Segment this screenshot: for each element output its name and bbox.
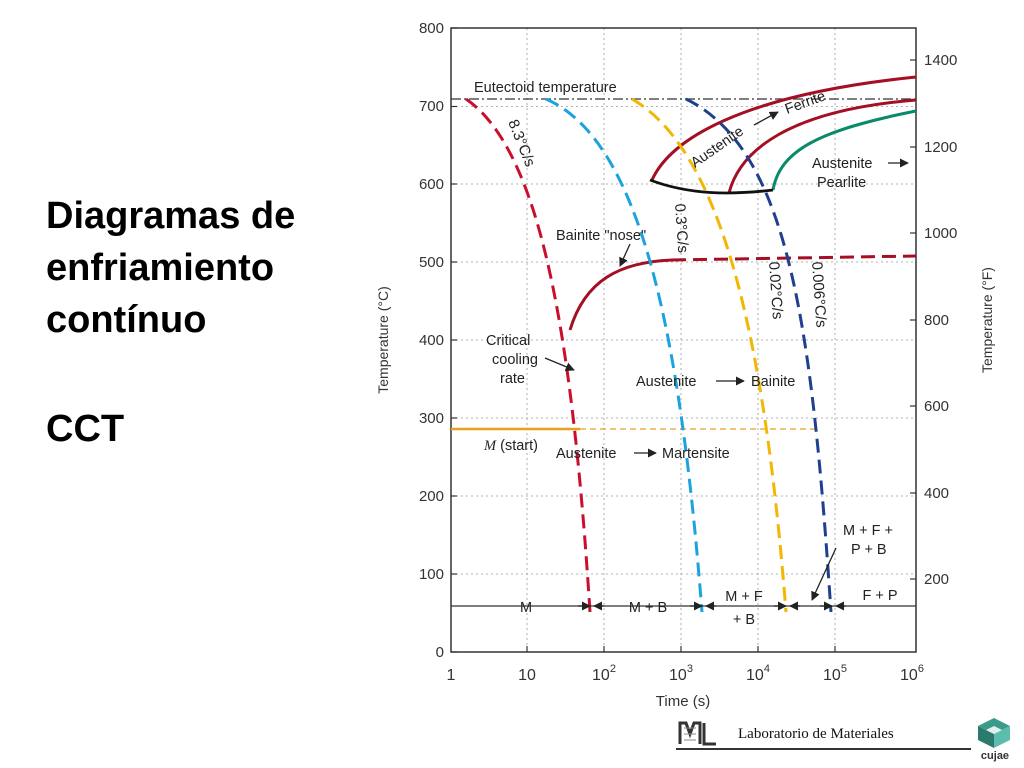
cooling-rate-label: 8.3°C/s bbox=[504, 117, 538, 169]
slide-subtitle: CCT bbox=[46, 408, 125, 450]
x-tick-label: 105 bbox=[823, 663, 847, 684]
left-tick-labels: 0 100 200 300 400 500 600 700 800 bbox=[419, 20, 444, 661]
y-tick-label: 0 bbox=[436, 644, 444, 661]
cube-logo-icon bbox=[978, 718, 1010, 748]
microstructure-label: M bbox=[520, 600, 532, 616]
x-tick-label: 106 bbox=[900, 663, 924, 684]
y-axis-title-right: Temperature (°F) bbox=[979, 267, 995, 373]
cooling-curve-8.3 bbox=[465, 97, 592, 613]
x-tick-labels: 1 10 102 103 104 105 106 bbox=[447, 663, 924, 684]
x-axis-title: Time (s) bbox=[656, 693, 710, 710]
grid bbox=[451, 28, 916, 652]
cooling-curve-0.02 bbox=[631, 97, 788, 613]
critical-label: rate bbox=[500, 371, 525, 387]
region-label-bainite: Bainite bbox=[751, 374, 795, 390]
title-line-1: Diagramas de bbox=[46, 195, 296, 237]
bainite-start-dashed bbox=[671, 254, 917, 262]
transformation-boundary bbox=[649, 178, 774, 195]
region-label-austenite: Austenite bbox=[556, 446, 616, 462]
y2-tick-label: 200 bbox=[924, 571, 949, 588]
y2-tick-label: 1200 bbox=[924, 139, 957, 156]
mfpb-label: M + F + bbox=[843, 523, 893, 539]
institution-name: cujae bbox=[980, 750, 1010, 762]
microstructure-label: M + B bbox=[629, 600, 667, 616]
y2-tick-label: 1000 bbox=[924, 225, 957, 242]
title-line-2: enfriamiento bbox=[46, 247, 275, 289]
microstructure-label: F + P bbox=[862, 588, 897, 604]
footer-divider bbox=[676, 748, 971, 750]
region-label-martensite: Martensite bbox=[662, 446, 730, 462]
x-tick-label: 102 bbox=[592, 663, 616, 684]
y-tick-label: 200 bbox=[419, 488, 444, 505]
lm-monogram-icon bbox=[678, 721, 716, 746]
ferrite-start-curve bbox=[650, 75, 917, 181]
microstructure-label: M + F bbox=[725, 589, 763, 605]
y2-tick-label: 1400 bbox=[924, 52, 957, 69]
cooling-curve-0.006 bbox=[685, 97, 833, 613]
y-tick-label: 100 bbox=[419, 566, 444, 583]
bainite-nose-label: Bainite "nose" bbox=[556, 228, 646, 244]
y2-tick-label: 400 bbox=[924, 485, 949, 502]
mfpb-label: P + B bbox=[851, 542, 887, 558]
bainite-nose-curve bbox=[568, 258, 673, 331]
pearlite-start-curve bbox=[727, 98, 917, 194]
arrow-icon bbox=[544, 357, 575, 372]
x-tick-label: 103 bbox=[669, 663, 693, 684]
arrow-icon bbox=[619, 243, 631, 267]
cooling-curve-0.3 bbox=[545, 97, 704, 613]
slide-title: Diagramas de enfriamiento contínuo bbox=[46, 190, 366, 346]
right-axis-ticks bbox=[910, 59, 916, 580]
x-tick-label: 104 bbox=[746, 663, 770, 684]
y-tick-label: 700 bbox=[419, 98, 444, 115]
y-tick-label: 600 bbox=[419, 176, 444, 193]
cooling-rate-label: 0.3°C/s bbox=[671, 203, 691, 253]
critical-label: cooling bbox=[492, 352, 538, 368]
x-tick-label: 1 bbox=[447, 667, 456, 684]
region-label-austenite: Austenite bbox=[636, 374, 696, 390]
region-label-pearlite: Pearlite bbox=[817, 175, 866, 191]
cooling-rate-label: 0.02°C/s bbox=[765, 261, 786, 320]
y-tick-label: 300 bbox=[419, 410, 444, 427]
y2-tick-label: 800 bbox=[924, 312, 949, 329]
m-start-label: M (start) bbox=[483, 438, 538, 454]
y-tick-label: 500 bbox=[419, 254, 444, 271]
y2-tick-label: 600 bbox=[924, 398, 949, 415]
y-tick-label: 800 bbox=[419, 20, 444, 37]
region-label-austenite: Austenite bbox=[688, 123, 747, 171]
bottom-axis-ticks bbox=[526, 646, 836, 652]
eutectoid-label: Eutectoid temperature bbox=[474, 80, 617, 96]
pearlite-finish-curve bbox=[771, 109, 917, 191]
region-label-ferrite: Ferrite bbox=[783, 88, 828, 117]
y-axis-title-left: Temperature (°C) bbox=[375, 286, 391, 394]
cooling-rate-label: 0.006°C/s bbox=[808, 261, 830, 328]
x-tick-label: 10 bbox=[518, 667, 536, 684]
left-axis-ticks bbox=[451, 27, 457, 653]
right-tick-labels: 200 400 600 800 1000 1200 1400 bbox=[924, 52, 957, 588]
y-tick-label: 400 bbox=[419, 332, 444, 349]
region-label-austenite: Austenite bbox=[812, 156, 872, 172]
microstructure-label: + B bbox=[733, 612, 755, 628]
title-line-3: contínuo bbox=[46, 299, 207, 341]
lab-name: Laboratorio de Materiales bbox=[738, 726, 894, 742]
arrow-icon bbox=[753, 111, 779, 126]
arrow-icon bbox=[811, 547, 837, 601]
critical-label: Critical bbox=[486, 333, 530, 349]
